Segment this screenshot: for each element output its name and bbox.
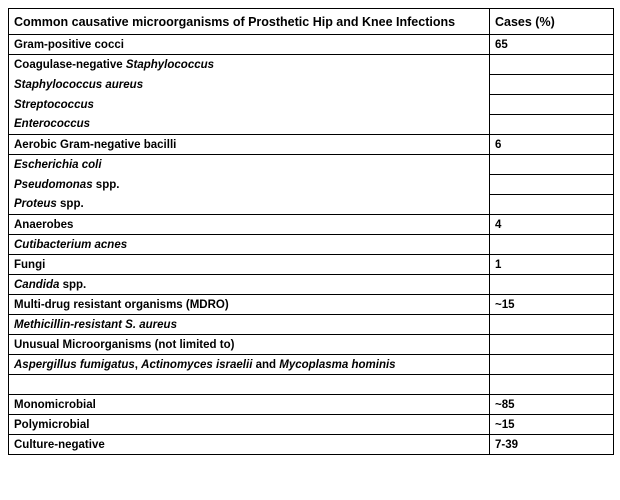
table-row: Enterococcus	[8, 114, 614, 135]
header-cases: Cases (%)	[489, 8, 614, 35]
row-cases	[489, 354, 614, 375]
row-cases	[489, 374, 614, 395]
table-row: Escherichia coli	[8, 154, 614, 175]
row-label: Gram-positive cocci	[8, 34, 490, 55]
row-cases: 7-39	[489, 434, 614, 455]
row-label: Enterococcus	[8, 114, 490, 135]
row-label: Cutibacterium acnes	[8, 234, 490, 255]
row-label: Fungi	[8, 254, 490, 275]
row-cases: 6	[489, 134, 614, 155]
row-cases: ~15	[489, 414, 614, 435]
row-cases	[489, 74, 614, 95]
row-cases: 1	[489, 254, 614, 275]
row-label: Coagulase-negative Staphylococcus	[8, 54, 490, 75]
row-cases	[489, 54, 614, 75]
row-label: Streptococcus	[8, 94, 490, 115]
row-cases: ~15	[489, 294, 614, 315]
table-row: Multi-drug resistant organisms (MDRO) ~1…	[8, 294, 614, 315]
table-row: Fungi 1	[8, 254, 614, 275]
row-label: Candida spp.	[8, 274, 490, 295]
row-cases: ~85	[489, 394, 614, 415]
table-row: Streptococcus	[8, 94, 614, 115]
table-row	[8, 374, 614, 395]
table-row: Aerobic Gram-negative bacilli 6	[8, 134, 614, 155]
row-cases: 65	[489, 34, 614, 55]
table-row: Methicillin-resistant S. aureus	[8, 314, 614, 335]
row-cases	[489, 314, 614, 335]
row-label: Aspergillus fumigatus, Actinomyces israe…	[8, 354, 490, 375]
table-row: Polymicrobial ~15	[8, 414, 614, 435]
row-label: Staphylococcus aureus	[8, 74, 490, 95]
row-cases	[489, 94, 614, 115]
row-cases	[489, 114, 614, 135]
table-row: Aspergillus fumigatus, Actinomyces israe…	[8, 354, 614, 375]
table-row: Staphylococcus aureus	[8, 74, 614, 95]
table-header-row: Common causative microorganisms of Prost…	[8, 8, 614, 35]
header-title: Common causative microorganisms of Prost…	[8, 8, 490, 35]
row-label: Anaerobes	[8, 214, 490, 235]
row-cases	[489, 174, 614, 195]
row-label: Polymicrobial	[8, 414, 490, 435]
row-label: Monomicrobial	[8, 394, 490, 415]
row-cases: 4	[489, 214, 614, 235]
row-label: Pseudomonas spp.	[8, 174, 490, 195]
table-row: Anaerobes 4	[8, 214, 614, 235]
row-label: Unusual Microorganisms (not limited to)	[8, 334, 490, 355]
table-row: Gram-positive cocci 65	[8, 34, 614, 55]
table-row: Culture-negative 7-39	[8, 434, 614, 455]
row-label	[8, 374, 490, 395]
row-cases	[489, 194, 614, 215]
table-row: Unusual Microorganisms (not limited to)	[8, 334, 614, 355]
row-cases	[489, 234, 614, 255]
table-row: Proteus spp.	[8, 194, 614, 215]
row-cases	[489, 334, 614, 355]
infections-table: Common causative microorganisms of Prost…	[8, 8, 614, 455]
table-row: Pseudomonas spp.	[8, 174, 614, 195]
row-cases	[489, 154, 614, 175]
row-label: Multi-drug resistant organisms (MDRO)	[8, 294, 490, 315]
table-row: Monomicrobial ~85	[8, 394, 614, 415]
row-label: Proteus spp.	[8, 194, 490, 215]
row-label: Escherichia coli	[8, 154, 490, 175]
table-row: Candida spp.	[8, 274, 614, 295]
table-row: Coagulase-negative Staphylococcus	[8, 54, 614, 75]
row-label: Methicillin-resistant S. aureus	[8, 314, 490, 335]
row-label: Culture-negative	[8, 434, 490, 455]
row-cases	[489, 274, 614, 295]
table-row: Cutibacterium acnes	[8, 234, 614, 255]
row-label: Aerobic Gram-negative bacilli	[8, 134, 490, 155]
